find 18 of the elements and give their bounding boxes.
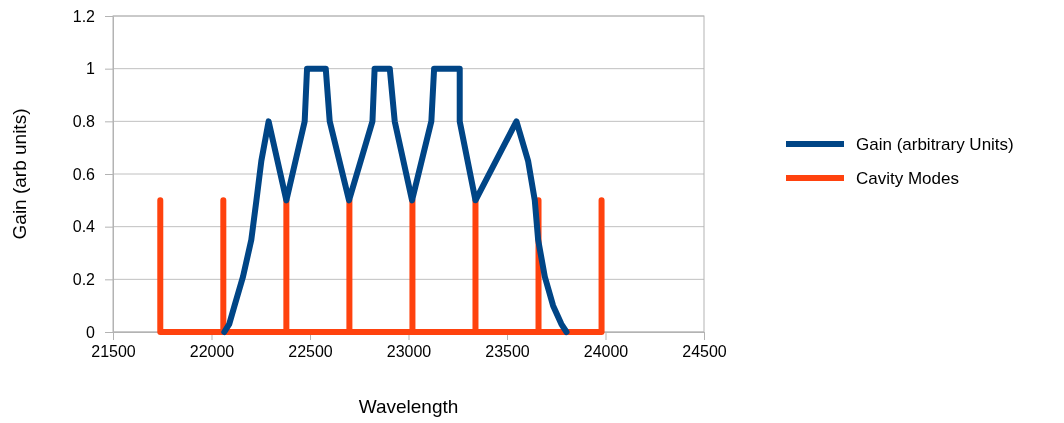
legend-label: Cavity Modes [856, 169, 959, 188]
y-tick-label: 0 [86, 323, 96, 341]
y-axis-title: Gain (arb units) [9, 108, 30, 240]
y-tick-label: 1.2 [72, 7, 96, 25]
x-axis-title: Wavelength [358, 396, 459, 417]
y-tick-label: 0.4 [72, 218, 96, 236]
y-tick-label: 0.2 [72, 270, 96, 288]
x-tick-label: 22500 [288, 343, 333, 361]
legend-label: Gain (arbitrary Units) [856, 135, 1014, 154]
x-tick-label: 22000 [189, 343, 235, 361]
y-tick-label: 1 [86, 60, 96, 78]
x-tick-label: 24500 [682, 343, 727, 361]
y-tick-label: 0.8 [72, 112, 96, 130]
x-tick-label: 24000 [583, 343, 629, 361]
x-tick-label: 23500 [485, 343, 530, 361]
x-tick-label: 21500 [91, 343, 136, 361]
x-tick-label: 23000 [386, 343, 432, 361]
y-tick-label: 0.6 [72, 165, 96, 183]
